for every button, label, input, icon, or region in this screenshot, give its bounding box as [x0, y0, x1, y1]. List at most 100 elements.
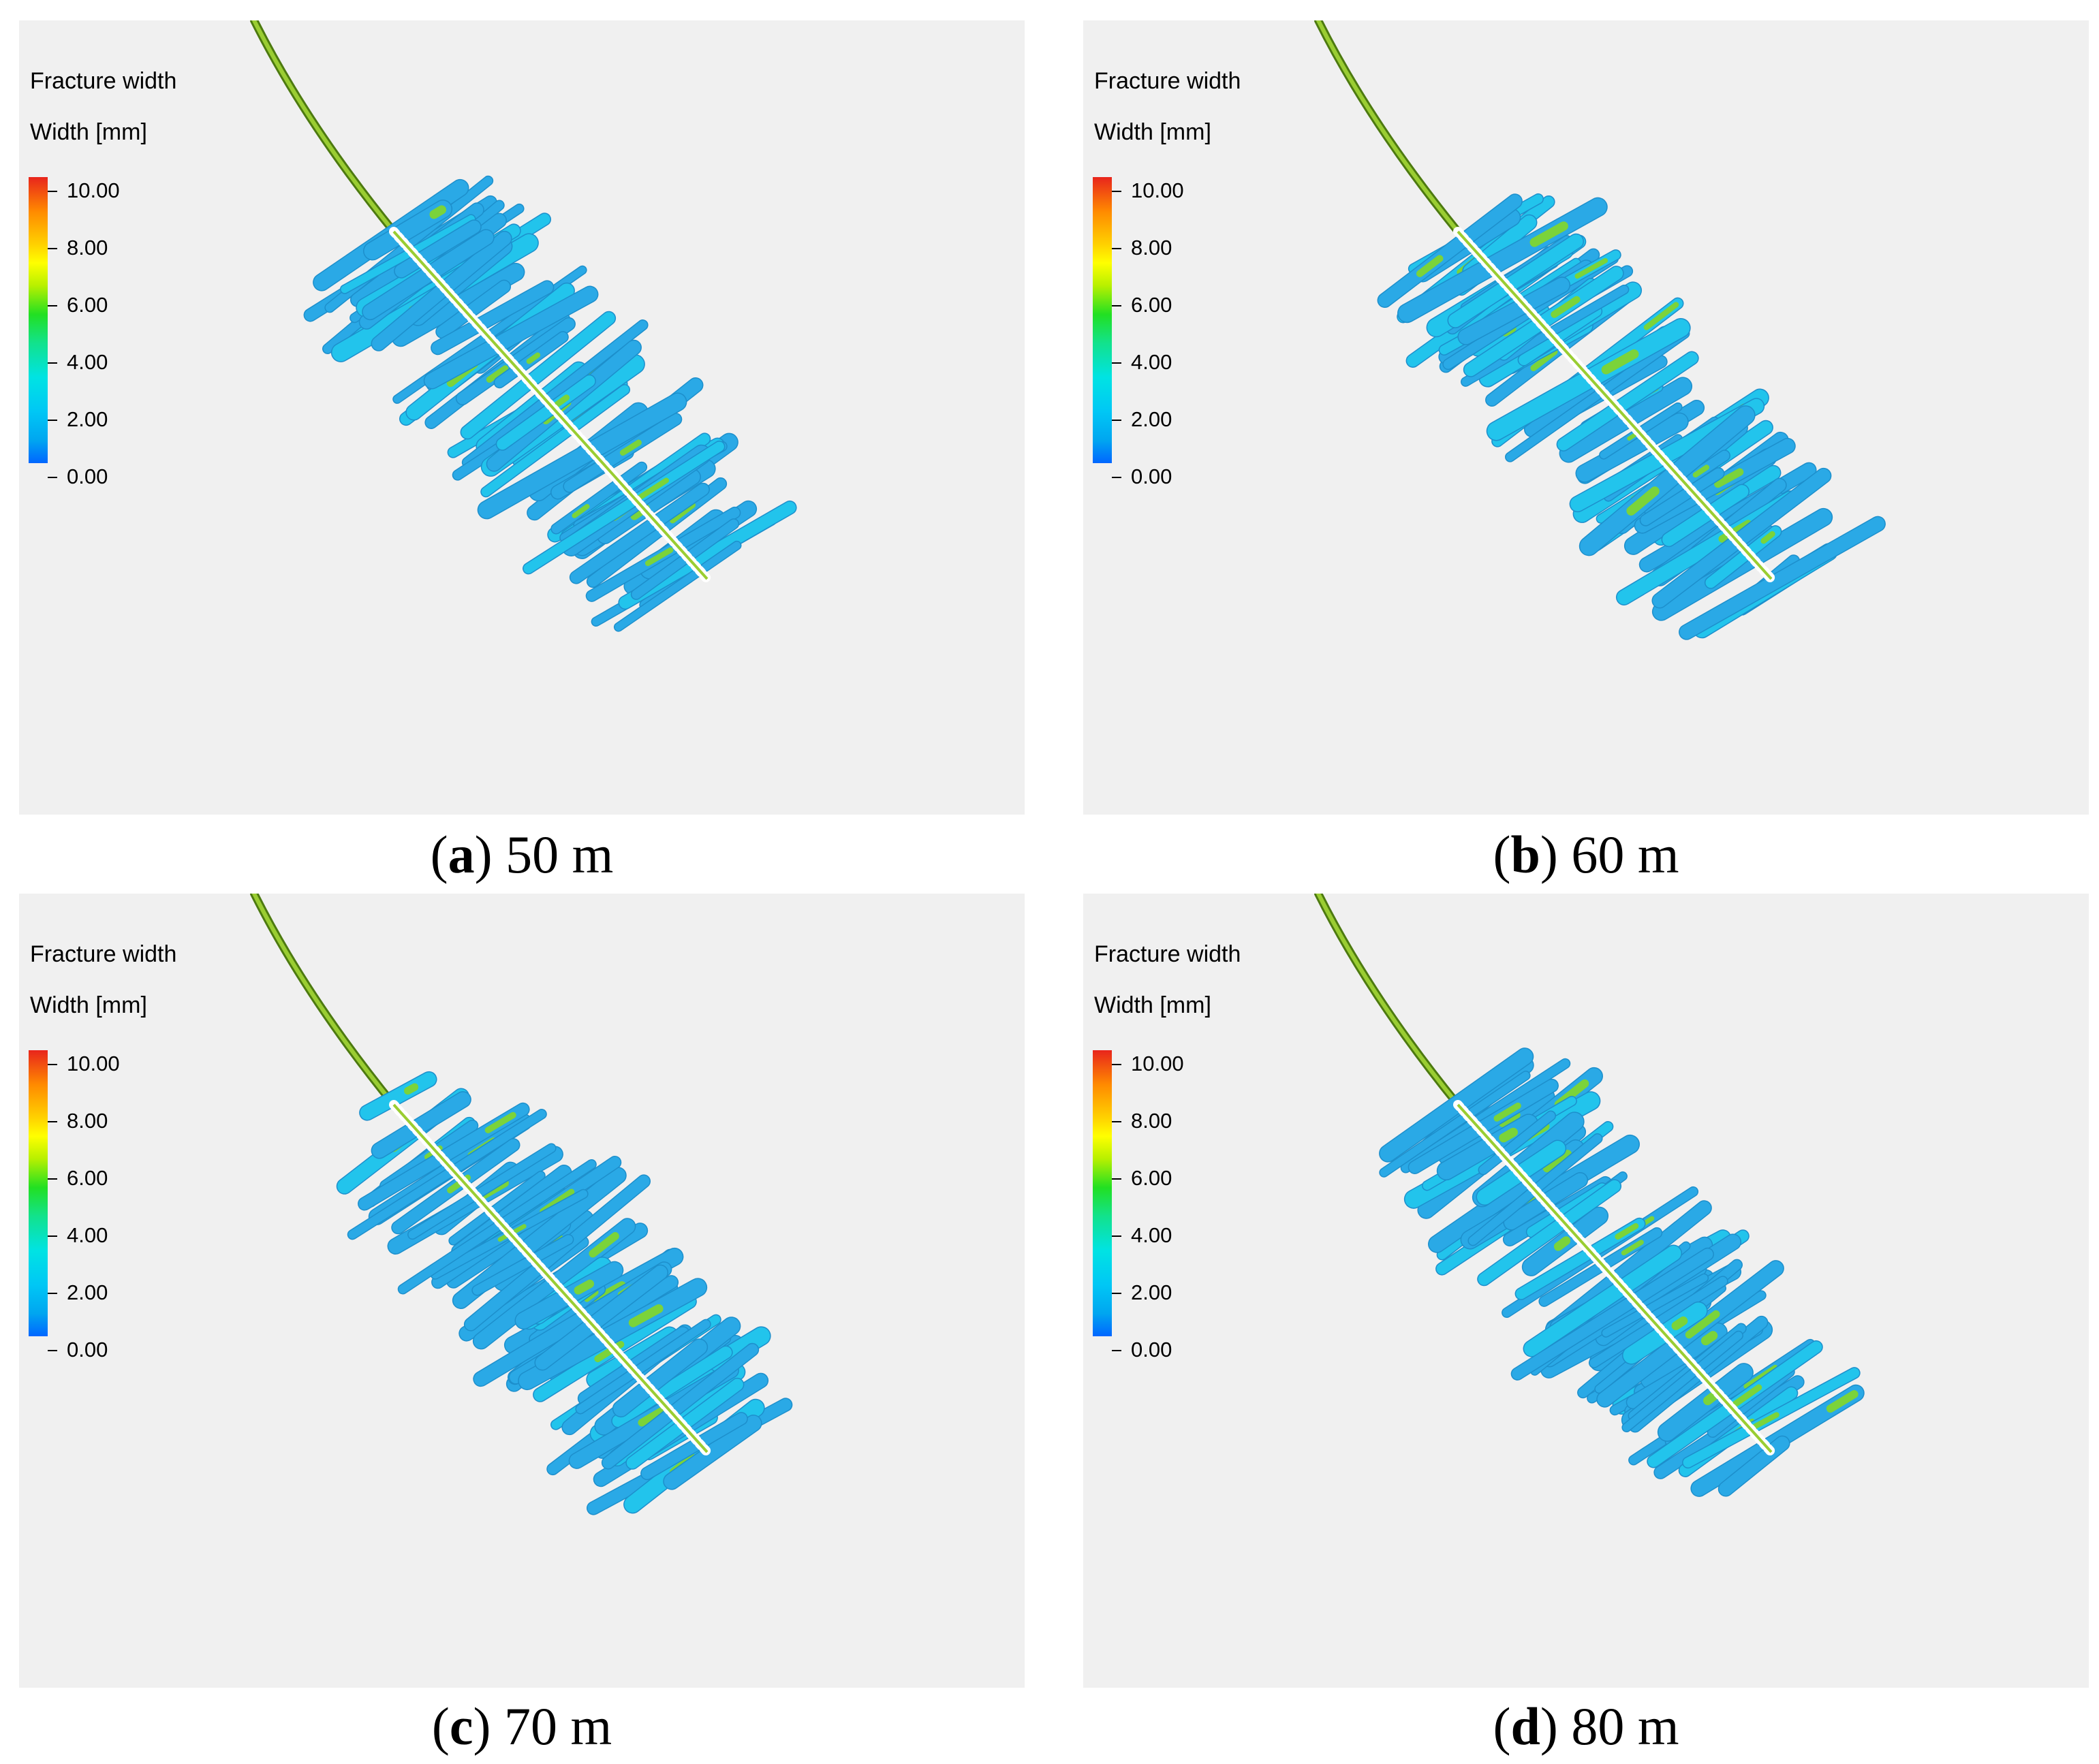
legend-title: Fracture width	[1094, 941, 1241, 967]
fracture-highlight	[1615, 1223, 1639, 1240]
colorbar-tick: 4.00	[1111, 1223, 1172, 1247]
colorbar	[29, 177, 48, 463]
colorbar-tick: 4.00	[1111, 350, 1172, 374]
colorbar-tick: 8.00	[47, 1109, 108, 1133]
fracture-body	[495, 374, 596, 451]
wellbore-vertical	[250, 20, 398, 236]
fracture-body	[1447, 233, 1585, 328]
fracture-highlight	[1530, 349, 1558, 372]
fracture-body	[1661, 484, 1750, 548]
colorbar-tick: 6.00	[1111, 1166, 1172, 1190]
fracture-highlight	[1499, 1127, 1518, 1143]
fracture-highlight	[1729, 1384, 1762, 1409]
fracture-highlight	[619, 439, 642, 456]
fracture-highlight	[1493, 1102, 1521, 1122]
fracture-body	[534, 1264, 668, 1371]
fracture-highlight	[1553, 1236, 1571, 1251]
fracture	[1661, 484, 1750, 548]
wellbore-vertical-highlight	[1316, 894, 1460, 1107]
fracture-body	[435, 279, 512, 339]
fracture-body	[407, 1143, 557, 1240]
fracture-highlight	[670, 502, 696, 524]
fracture-body	[1579, 405, 1756, 556]
fracture	[407, 1143, 557, 1240]
fracture	[1377, 193, 1523, 308]
fracture-highlight	[403, 1083, 419, 1095]
legend-title: Fracture width	[30, 941, 177, 967]
fracture	[460, 311, 617, 440]
fracture-highlight	[1621, 1240, 1644, 1256]
fracture	[1704, 525, 1782, 589]
colorbar-tick: 8.00	[1111, 236, 1172, 259]
colorbar-tick: 8.00	[47, 236, 108, 259]
fracture	[1639, 467, 1725, 526]
colorbar	[29, 1050, 48, 1336]
fracture-body	[612, 1338, 709, 1418]
colorbar	[1093, 177, 1112, 463]
fracture	[1397, 197, 1608, 324]
fracture-body	[1510, 1247, 1714, 1381]
colorbar-tick: 8.00	[1111, 1109, 1172, 1133]
fracture-body	[423, 285, 599, 390]
fracture	[1556, 351, 1699, 452]
fracture-highlight	[589, 1232, 619, 1258]
wellbore-vertical	[1314, 20, 1462, 236]
wellbore-vertical-highlight	[252, 20, 396, 234]
fracture	[518, 1278, 708, 1391]
fracture-highlight	[572, 503, 590, 518]
fracture	[569, 482, 710, 584]
legend-title: Fracture width	[30, 68, 177, 94]
caption-letter: b	[1510, 825, 1540, 884]
caption-a: (a) 50 m	[430, 825, 614, 884]
fracture	[435, 279, 512, 339]
colorbar-tick: 2.00	[47, 1280, 108, 1304]
caption-label: 70 m	[503, 1697, 612, 1756]
fracture-body	[1379, 1071, 1531, 1178]
fracture	[480, 383, 631, 498]
fracture-scene	[1314, 20, 1886, 640]
fracture-body	[1523, 1244, 1683, 1357]
fracture-highlight	[638, 1404, 670, 1427]
fracture	[575, 1319, 711, 1415]
fracture-body	[394, 219, 482, 279]
fracture-body	[1514, 1217, 1646, 1300]
fracture	[612, 1338, 709, 1418]
fracture	[394, 219, 482, 279]
fracture-highlight	[1643, 302, 1679, 330]
colorbar-tick: 0.00	[47, 1338, 108, 1361]
fracture	[1510, 1247, 1714, 1381]
fracture-body	[460, 311, 617, 440]
fracture-highlight	[486, 365, 509, 383]
fracture-body	[569, 482, 710, 584]
fracture	[493, 331, 569, 389]
fracture	[1601, 1273, 1709, 1338]
fracture	[1447, 233, 1585, 328]
colorbar-tick: 6.00	[1111, 293, 1172, 317]
colorbar-tick: 0.00	[1111, 464, 1172, 488]
caption-letter: a	[448, 825, 475, 884]
caption-letter: d	[1510, 1697, 1540, 1756]
fracture-highlight	[1574, 257, 1608, 279]
legend-title: Fracture width	[1094, 68, 1241, 94]
fracture	[1457, 277, 1571, 345]
colorbar-tick: 2.00	[1111, 407, 1172, 431]
caption-label: 60 m	[1571, 825, 1679, 884]
fracture-highlight	[644, 547, 674, 567]
fracture-body	[471, 1233, 574, 1296]
fracture	[585, 506, 741, 602]
fracture	[613, 540, 742, 632]
colorbar-tick: 10.00	[48, 178, 120, 202]
fracture-body	[1679, 516, 1886, 640]
caption-b: (b) 60 m	[1493, 825, 1679, 884]
fracture	[1379, 1071, 1531, 1178]
horizontal-wellbore-core	[1457, 230, 1773, 580]
fracture	[431, 280, 555, 356]
caption-c: (c) 70 m	[431, 1697, 612, 1756]
colorbar-tick: 0.00	[1111, 1338, 1172, 1361]
colorbar-tick: 6.00	[47, 293, 108, 317]
fracture-highlight	[1700, 1331, 1718, 1346]
legend-subtitle: Width [mm]	[30, 119, 147, 145]
fracture-body	[613, 540, 742, 632]
fracture-body	[359, 1071, 437, 1121]
fracture	[359, 1071, 437, 1121]
